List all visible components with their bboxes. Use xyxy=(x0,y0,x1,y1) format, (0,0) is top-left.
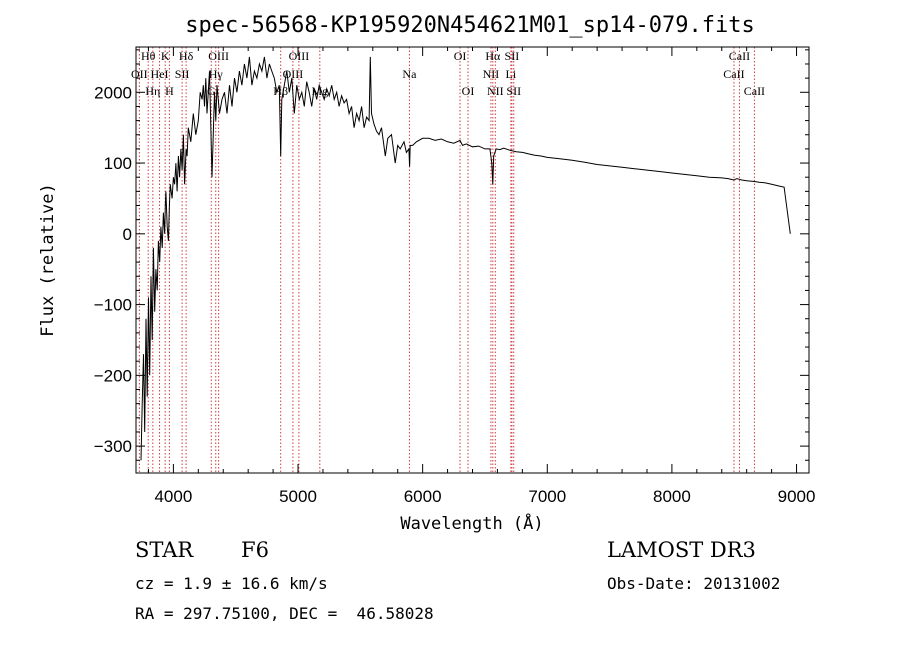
x-tick-label: 6000 xyxy=(404,487,442,506)
spectral-line-label: G xyxy=(207,84,216,98)
y-tick-label: 2000 xyxy=(94,83,132,102)
spectral-line-label: HeI xyxy=(151,67,169,81)
survey-name: LAMOST DR3 xyxy=(607,538,756,562)
plot-frame xyxy=(135,46,810,474)
coordinates: RA = 297.75100, DEC = 46.58028 xyxy=(135,604,434,623)
y-tick-label: −300 xyxy=(94,437,132,456)
spectral-line-label: SII xyxy=(175,67,190,81)
spectral-line-label: OI xyxy=(462,84,475,98)
spectral-line-label: OIII xyxy=(289,49,310,63)
spectral-line-label: OII xyxy=(131,67,148,81)
spectral-line-label: NII xyxy=(483,67,500,81)
y-tick-label: 100 xyxy=(104,154,132,173)
spectral-line-label: Hη xyxy=(145,84,160,98)
spectral-line-label: OIII xyxy=(208,49,229,63)
spectral-line-label: Hδ xyxy=(179,49,194,63)
spectral-line-label: NII xyxy=(487,84,504,98)
redshift-cz: cz = 1.9 ± 16.6 km/s xyxy=(135,574,328,593)
y-axis-label: Flux (relative) xyxy=(38,183,58,337)
x-tick-label: 8000 xyxy=(653,487,691,506)
spectral-line-label: Hγ xyxy=(209,67,224,81)
spectral-line-markers xyxy=(138,47,755,473)
x-tick-label: 4000 xyxy=(154,487,192,506)
x-axis-label: Wavelength (Å) xyxy=(400,512,543,534)
axis-ticks: 4000 5000 6000 7000 8000 9000 −300 −200 −100 0 100… xyxy=(94,47,816,506)
spectral-line-label: Na xyxy=(402,67,417,81)
y-tick-label: −200 xyxy=(94,366,132,385)
spectral-line-label: SII xyxy=(505,49,520,63)
y-tick-label: 0 xyxy=(123,225,132,244)
spectral-line-label: CaII xyxy=(729,49,750,63)
spectral-line-label: Hθ xyxy=(141,49,156,63)
spectral-line-label: Li xyxy=(506,67,517,81)
spectrum-line xyxy=(140,56,791,461)
spectral-line-label: K xyxy=(161,49,170,63)
y-tick-label: −100 xyxy=(94,296,132,315)
object-class: STAR xyxy=(135,538,194,562)
spectral-line-label: OI xyxy=(454,49,467,63)
spectral-line-label: H xyxy=(165,84,174,98)
spectral-line-label: SII xyxy=(506,84,521,98)
x-tick-label: 9000 xyxy=(778,487,816,506)
chart-title: spec-56568-KP195920N454621M01_sp14-079.f… xyxy=(185,13,755,38)
spectral-line-label: CaII xyxy=(723,67,744,81)
x-tick-label: 5000 xyxy=(279,487,317,506)
observation-date: Obs-Date: 20131002 xyxy=(607,574,781,593)
spectral-line-label: CaII xyxy=(744,84,765,98)
spectral-line-label: Hα xyxy=(485,49,501,63)
object-subclass: F6 xyxy=(241,538,269,562)
x-tick-label: 7000 xyxy=(528,487,566,506)
